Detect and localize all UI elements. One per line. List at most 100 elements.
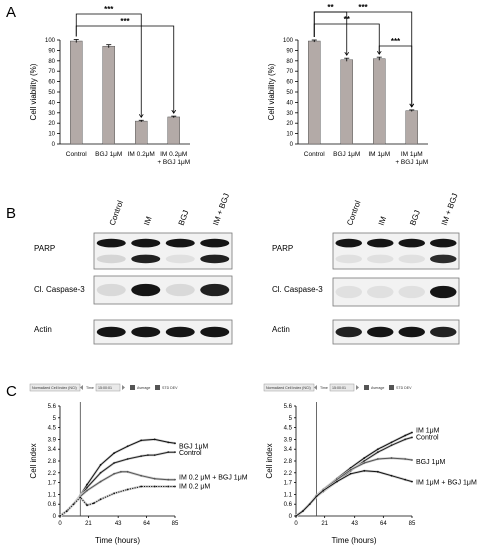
data-point — [404, 438, 407, 441]
protein-band — [131, 326, 161, 338]
protein-band — [200, 283, 230, 297]
bar — [308, 40, 321, 145]
y-tick-label: 4.5 — [284, 426, 293, 432]
lane-label: IM — [142, 215, 154, 227]
x-tick-label: 0 — [294, 521, 298, 527]
y-tick-label: 3.9 — [48, 437, 57, 443]
axis-label: Time — [320, 386, 328, 390]
x-tick-label: 43 — [115, 521, 122, 527]
data-point — [390, 457, 393, 459]
x-category-label: IM 1μM + BGJ 1μM — [395, 151, 428, 166]
data-point — [363, 469, 366, 472]
data-point — [411, 431, 413, 434]
data-point — [315, 495, 318, 498]
lane-label: IM — [377, 215, 389, 227]
y-tick-label: 2.8 — [48, 459, 57, 465]
lane-label: Control — [108, 199, 125, 227]
x-tick-label: 85 — [409, 521, 416, 527]
protein-band — [398, 326, 425, 338]
protein-band — [165, 254, 195, 264]
x-category-label: BGJ 1μM — [95, 151, 122, 158]
data-point — [167, 485, 170, 488]
y-tick-label: 0.6 — [48, 502, 57, 508]
data-point — [404, 478, 407, 481]
protein-band — [165, 238, 195, 248]
protein-band — [367, 326, 394, 338]
protein-band — [430, 326, 457, 338]
y-tick-label: 1.7 — [48, 481, 57, 487]
data-point — [113, 492, 116, 495]
protein-band — [398, 254, 425, 264]
y-tick-label: 20 — [286, 121, 293, 127]
y-tick-label: 5 — [289, 416, 293, 422]
x-axis-label: Time (hours) — [331, 536, 376, 545]
bar — [167, 116, 180, 145]
chevron-right-icon — [122, 385, 125, 390]
protein-band — [96, 238, 126, 248]
series-line — [59, 471, 175, 517]
data-point — [349, 472, 352, 475]
blot-row-label: Cl. Caspase-3 — [272, 285, 323, 294]
series-label: Control — [179, 450, 202, 457]
data-point — [99, 498, 102, 501]
blot-row-label: Actin — [34, 325, 52, 334]
y-tick-label: 0 — [289, 514, 293, 520]
data-point — [376, 458, 379, 460]
y-tick-label: 5 — [53, 416, 57, 422]
bar-chart-left: 0 10 20 30 40 50 60 70 80 90 100 Cell viability (%)… — [29, 5, 190, 166]
blot-row-label: Cl. Caspase-3 — [34, 285, 85, 294]
data-point — [174, 451, 176, 454]
protein-band — [335, 285, 362, 299]
x-category-label: Control — [304, 151, 326, 158]
blot-membrane — [332, 232, 460, 270]
significance-label: ** — [344, 15, 351, 24]
average-label: Average — [371, 386, 384, 390]
time-field-value: 15:00:01 — [332, 386, 346, 390]
protein-band — [430, 238, 457, 248]
x-category-label: IM 0.2μM — [128, 151, 155, 158]
x-tick-label: 0 — [58, 521, 62, 527]
time-field-value: 15:00:01 — [98, 386, 112, 390]
protein-band — [96, 283, 126, 297]
protein-band — [367, 238, 394, 248]
x-tick-label: 64 — [143, 521, 150, 527]
lane-label: IM + BGJ — [440, 192, 460, 227]
stdev-label: STD DEV — [396, 386, 412, 390]
protein-band — [335, 254, 362, 264]
data-point — [390, 474, 393, 477]
chevron-right-icon — [356, 385, 359, 390]
data-point — [119, 470, 122, 473]
data-point — [92, 502, 95, 505]
data-point — [404, 458, 407, 460]
data-point — [411, 436, 413, 439]
bar — [135, 120, 148, 145]
bar — [405, 110, 418, 145]
y-tick-label: 40 — [48, 100, 55, 106]
y-tick-label: 60 — [48, 80, 55, 86]
y-axis-label: Cell viability (%) — [29, 63, 38, 120]
data-point — [140, 474, 143, 477]
series-label: IM 1μM — [416, 428, 440, 435]
data-point — [140, 485, 143, 488]
protein-band — [367, 254, 394, 264]
y-tick-label: 60 — [286, 80, 293, 86]
y-tick-label: 40 — [286, 100, 293, 106]
data-point — [113, 452, 116, 455]
blot-row-label: PARP — [272, 244, 293, 253]
protein-band — [200, 326, 230, 338]
y-tick-label: 30 — [286, 111, 293, 117]
data-point — [363, 457, 366, 459]
series-line — [295, 470, 413, 517]
data-point — [301, 510, 304, 512]
mode-dropdown-label: Normalized Cell Index (NCI) — [266, 386, 311, 390]
x-tick-label: 85 — [172, 521, 179, 527]
y-tick-label: 70 — [286, 69, 293, 75]
protein-band — [430, 285, 457, 299]
series-label: Control — [416, 434, 439, 441]
data-point — [336, 480, 338, 483]
x-tick-label: 21 — [321, 521, 328, 527]
data-point — [126, 458, 129, 460]
x-category-label: Control — [66, 151, 88, 158]
data-point — [72, 503, 75, 506]
data-point — [140, 439, 143, 442]
